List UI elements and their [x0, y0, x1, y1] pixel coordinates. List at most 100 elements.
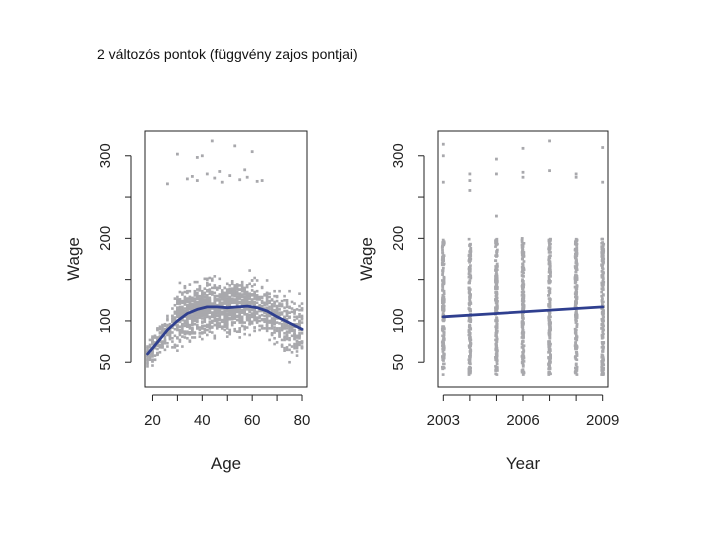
data-point [290, 334, 294, 338]
data-point [203, 324, 207, 328]
data-point [283, 298, 286, 302]
data-point [213, 319, 217, 323]
data-point [442, 307, 446, 310]
data-point [208, 289, 212, 293]
data-point [548, 299, 552, 303]
data-point [201, 298, 204, 301]
data-point [600, 294, 604, 298]
data-point [253, 294, 256, 298]
data-point [520, 270, 524, 274]
data-point [601, 254, 604, 257]
data-point [298, 292, 301, 295]
data-point [245, 296, 249, 300]
data-point [280, 345, 284, 348]
data-point [575, 246, 579, 249]
data-point [494, 238, 498, 242]
data-point [495, 351, 499, 354]
data-point [238, 284, 242, 287]
data-point [173, 327, 177, 331]
data-point [208, 302, 212, 305]
data-point [258, 319, 261, 323]
data-point [601, 237, 605, 241]
data-point [210, 321, 214, 324]
data-point [245, 294, 249, 298]
data-point [183, 336, 187, 339]
data-point [243, 327, 246, 331]
data-point [250, 320, 254, 324]
data-point [548, 311, 551, 314]
data-point [521, 253, 525, 257]
data-point [290, 345, 294, 348]
data-point [468, 360, 472, 363]
data-point [265, 299, 269, 303]
data-point [171, 307, 174, 310]
y-axis: 50 100 200 300 Wage [357, 143, 425, 371]
data-point [521, 351, 525, 354]
data-point [193, 298, 197, 302]
data-point [601, 244, 605, 248]
data-point [288, 360, 291, 364]
data-point [285, 298, 289, 302]
data-point [188, 316, 192, 319]
data-point [574, 318, 578, 322]
data-point [248, 301, 251, 305]
data-point [521, 327, 525, 330]
data-point [441, 266, 445, 270]
data-point [300, 346, 304, 350]
data-point [181, 308, 184, 312]
data-point [601, 261, 605, 265]
data-point [601, 322, 605, 325]
data-point [196, 311, 199, 314]
y-axis-title: Wage [64, 237, 83, 281]
data-point [188, 307, 192, 310]
data-point [548, 289, 552, 292]
data-point [255, 295, 259, 299]
data-point [245, 284, 249, 287]
data-point [283, 294, 286, 298]
data-point [288, 336, 291, 340]
data-point [275, 304, 279, 308]
data-point [260, 313, 264, 317]
data-point [273, 312, 276, 315]
data-point [181, 323, 184, 327]
data-point [495, 262, 499, 266]
data-point [548, 320, 552, 324]
data-point [300, 321, 304, 324]
data-point [521, 146, 525, 150]
data-point [494, 278, 497, 281]
data-point [468, 346, 471, 349]
data-point [206, 310, 209, 314]
data-point [442, 362, 446, 366]
data-point [163, 341, 167, 345]
data-point [223, 328, 227, 332]
data-point [183, 285, 187, 289]
plot-frame [437, 130, 609, 388]
data-point [225, 322, 229, 326]
data-point [245, 315, 249, 319]
data-point [573, 285, 577, 289]
data-point [238, 296, 242, 300]
data-point [600, 259, 604, 262]
data-point [521, 295, 525, 299]
data-point [173, 346, 177, 349]
data-point [441, 294, 445, 297]
data-point [469, 351, 472, 355]
data-point [198, 311, 202, 314]
data-point [285, 303, 289, 306]
data-point [283, 309, 286, 313]
data-point [574, 266, 577, 270]
data-point [441, 313, 445, 317]
data-point [218, 303, 222, 306]
data-point [201, 300, 204, 304]
data-point [468, 298, 471, 301]
data-point [230, 282, 234, 286]
data-point [158, 335, 162, 338]
data-point [575, 254, 579, 257]
data-point [213, 176, 217, 180]
data-point [240, 287, 244, 291]
data-point [573, 275, 577, 279]
data-point [602, 251, 605, 254]
data-point [171, 317, 174, 321]
data-point [280, 322, 284, 326]
data-point [601, 359, 604, 362]
